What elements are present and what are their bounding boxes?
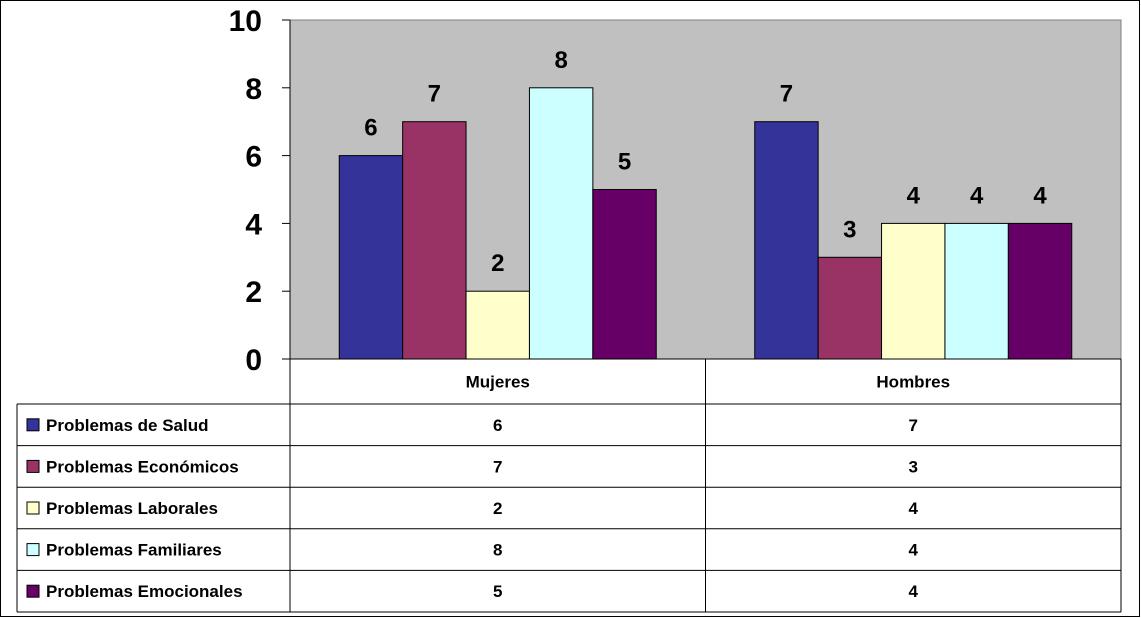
legend-swatch — [26, 543, 40, 557]
bar — [1007, 222, 1073, 360]
bar — [754, 121, 819, 360]
y-tick-label: 10 — [229, 5, 262, 38]
table-cell-value: 6 — [493, 416, 502, 435]
bar — [402, 121, 467, 360]
y-tick-label: 4 — [245, 208, 262, 241]
data-label: 3 — [843, 216, 856, 243]
y-tick-label: 8 — [245, 73, 262, 106]
table-cell-value: 5 — [493, 582, 502, 601]
data-label: 6 — [364, 115, 377, 142]
table-cell-value: 7 — [493, 457, 502, 476]
data-label: 4 — [970, 182, 984, 209]
legend-label: Problemas de Salud — [46, 416, 209, 435]
bar — [465, 290, 530, 360]
legend-swatch — [26, 418, 40, 432]
bar — [338, 155, 404, 360]
legend-swatch — [26, 584, 40, 598]
category-label: Hombres — [876, 373, 950, 392]
y-tick-label: 2 — [245, 276, 262, 309]
y-axis: 0 2 4 6 8 10 — [229, 5, 291, 377]
bars — [290, 87, 1121, 360]
table-cell-value: 4 — [909, 499, 919, 518]
data-table: Mujeres Hombres Problemas de Salud 6 7 Proble… — [16, 359, 1122, 613]
data-label: 7 — [780, 81, 793, 108]
data-label: 4 — [907, 182, 921, 209]
data-label: 2 — [491, 250, 504, 277]
legend-swatch — [26, 459, 40, 473]
bar — [528, 87, 594, 360]
data-label: 5 — [618, 149, 631, 176]
legend-label: Problemas Emocionales — [46, 582, 243, 601]
data-labels: 6 7 2 8 5 7 3 4 4 4 — [364, 47, 1047, 277]
data-label: 8 — [554, 47, 567, 74]
table-cell-value: 4 — [909, 582, 919, 601]
bar — [817, 256, 883, 360]
y-tick-label: 0 — [245, 344, 262, 377]
table-cell-value: 8 — [493, 541, 502, 560]
bar — [881, 222, 946, 360]
legend-label: Problemas Económicos — [46, 457, 239, 476]
table-cell-value: 2 — [493, 499, 502, 518]
legend-label: Problemas Familiares — [46, 541, 222, 560]
table-cell-value: 7 — [909, 416, 918, 435]
bar — [944, 222, 1009, 360]
legend-swatch — [26, 501, 40, 515]
data-label: 4 — [1033, 182, 1047, 209]
category-label: Mujeres — [466, 373, 530, 392]
legend-label: Problemas Laborales — [46, 499, 218, 518]
table-cell-value: 4 — [909, 541, 919, 560]
bar — [592, 189, 657, 360]
table-cell-value: 3 — [909, 457, 918, 476]
y-tick-label: 6 — [245, 141, 262, 174]
data-label: 7 — [428, 81, 441, 108]
